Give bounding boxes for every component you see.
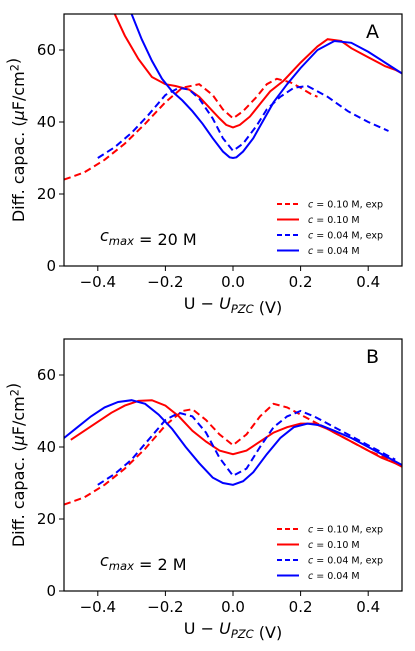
panel-a: −0.4 −0.2 0.0 0.2 0.4 0 20 40 60 U − UPZC (V) Diff… <box>3 13 403 317</box>
y-tick-label: 0 <box>46 257 56 275</box>
panel-b: −0.4 −0.2 0.0 0.2 0.4 0 20 40 60 U − UPZC (V) Diff… <box>3 338 403 642</box>
legend-entry: c = 0.04 M <box>308 246 360 257</box>
cmax-annotation: cmax = 2 M <box>100 551 187 574</box>
legend-entry: c = 0.10 M <box>308 540 360 551</box>
legend-entry: c = 0.04 M <box>308 571 360 582</box>
x-tick-label: 0.4 <box>356 273 380 291</box>
x-tick-label: −0.2 <box>147 273 183 291</box>
series-line-2 <box>97 409 396 486</box>
x-tick-label: 0.2 <box>289 598 313 616</box>
x-tick-label: −0.2 <box>147 598 183 616</box>
panel-label: A <box>366 21 379 43</box>
y-axis-label: Diff. capac. (μF/cm2) <box>3 58 28 222</box>
series-line-2 <box>97 84 389 159</box>
y-tick-label: 60 <box>37 366 56 384</box>
legend-entry: c = 0.10 M, exp <box>308 525 383 536</box>
x-tick-label: 0.2 <box>289 273 313 291</box>
y-axis-label: Diff. capac. (μF/cm2) <box>3 383 28 547</box>
x-tick-label: −0.4 <box>80 598 116 616</box>
series-line-0 <box>64 77 318 181</box>
x-axis-label: U − UPZC (V) <box>184 294 282 317</box>
series-line-3 <box>130 14 402 160</box>
legend-entry: c = 0.10 M <box>308 215 360 226</box>
legend-entry: c = 0.10 M, exp <box>308 200 383 211</box>
x-tick-label: 0.0 <box>221 598 245 616</box>
y-tick-label: 20 <box>37 510 56 528</box>
y-tick-label: 60 <box>37 41 56 59</box>
x-tick-label: −0.4 <box>80 273 116 291</box>
series-line-1 <box>70 399 402 468</box>
x-tick-label: 0.4 <box>356 598 380 616</box>
x-tick-label: 0.0 <box>221 273 245 291</box>
y-tick-label: 20 <box>37 185 56 203</box>
legend-entry: c = 0.04 M, exp <box>308 556 383 567</box>
curves <box>64 399 402 506</box>
curves <box>64 14 402 181</box>
y-tick-label: 0 <box>46 582 56 600</box>
plot-frame <box>63 13 403 267</box>
cmax-annotation: cmax = 20 M <box>100 226 197 249</box>
x-axis-label: U − UPZC (V) <box>184 619 282 642</box>
y-tick-label: 40 <box>37 113 56 131</box>
panel-label: B <box>366 346 379 368</box>
plot-frame <box>63 338 403 592</box>
series-line-3 <box>64 399 402 486</box>
legend-entry: c = 0.04 M, exp <box>308 231 383 242</box>
y-tick-label: 40 <box>37 438 56 456</box>
